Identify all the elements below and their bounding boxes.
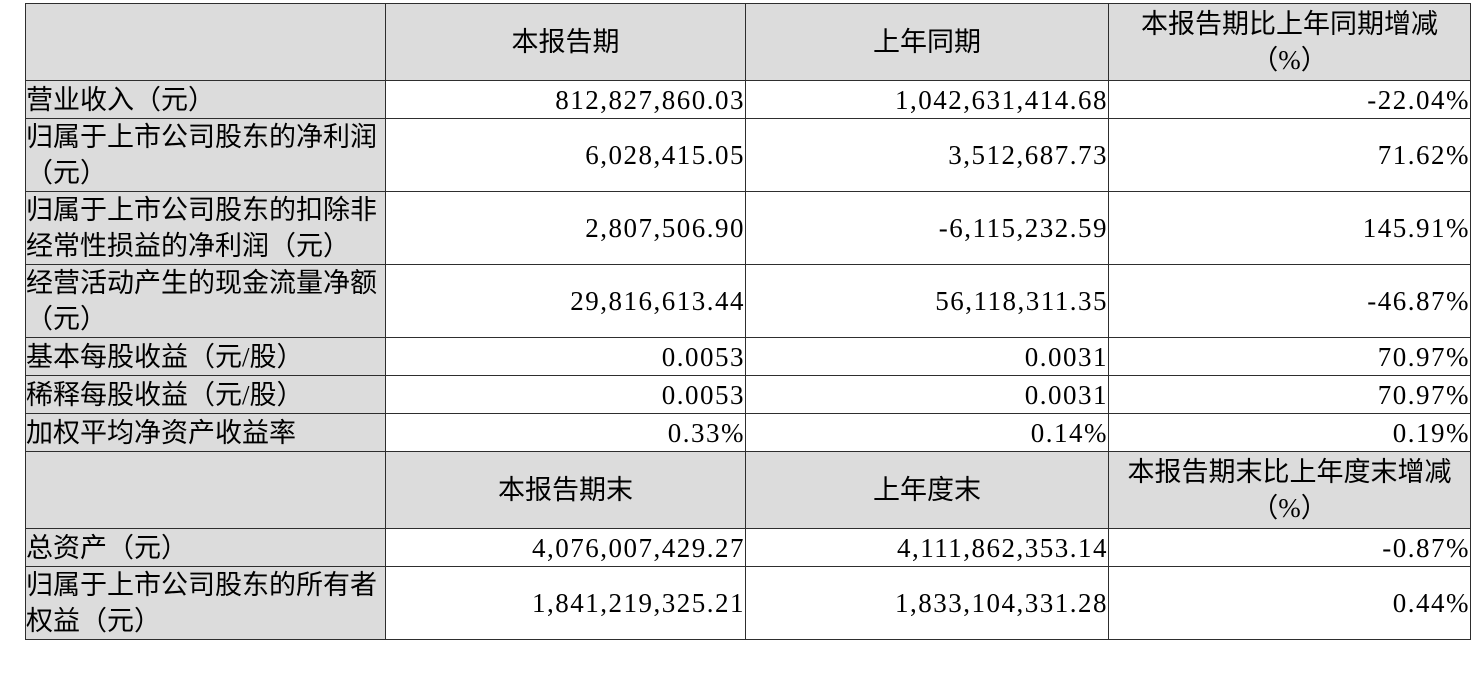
table-row-total-assets: 总资产（元） 4,076,007,429.27 4,111,862,353.14… bbox=[25, 528, 1471, 567]
col-header-change-pct: 本报告期末比上年度末增减 （%） bbox=[1108, 451, 1471, 529]
col-header-prior-period: 上年同期 bbox=[745, 3, 1109, 81]
section2-header-row: 本报告期末 上年度末 本报告期末比上年度末增减 （%） bbox=[25, 451, 1471, 529]
change-percent-value: 0.44% bbox=[1108, 566, 1471, 640]
prior-period-value: 3,512,687.73 bbox=[745, 118, 1109, 192]
row-label: 经营活动产生的现金流量净额（元） bbox=[25, 264, 386, 338]
row-label: 稀释每股收益（元/股） bbox=[25, 375, 386, 414]
prior-period-value: 0.14% bbox=[745, 413, 1109, 452]
col-header-current-period: 本报告期 bbox=[385, 3, 746, 81]
current-period-value: 4,076,007,429.27 bbox=[385, 528, 746, 567]
change-percent-value: 70.97% bbox=[1108, 375, 1471, 414]
prior-period-value: 0.0031 bbox=[745, 337, 1109, 376]
current-period-value: 0.0053 bbox=[385, 375, 746, 414]
current-period-value: 812,827,860.03 bbox=[385, 80, 746, 119]
section1-header-row: 本报告期 上年同期 本报告期比上年同期增减 （%） bbox=[25, 3, 1471, 81]
prior-period-value: -6,115,232.59 bbox=[745, 191, 1109, 265]
table-row-diluted-eps: 稀释每股收益（元/股） 0.0053 0.0031 70.97% bbox=[25, 375, 1471, 414]
table-row-weighted-avg-roe: 加权平均净资产收益率 0.33% 0.14% 0.19% bbox=[25, 413, 1471, 452]
col-header-change-line1: 本报告期末比上年度末增减 bbox=[1127, 457, 1452, 487]
row-label: 归属于上市公司股东的所有者权益（元） bbox=[25, 566, 386, 640]
row-label: 总资产（元） bbox=[25, 528, 386, 567]
col-header-prior-year-end: 上年度末 bbox=[745, 451, 1109, 529]
col-header-change-line2: （%） bbox=[1251, 45, 1328, 75]
col-header-period-end: 本报告期末 bbox=[385, 451, 746, 529]
current-period-value: 0.0053 bbox=[385, 337, 746, 376]
table-row-owners-equity: 归属于上市公司股东的所有者权益（元） 1,841,219,325.21 1,83… bbox=[25, 566, 1471, 640]
change-percent-value: 0.19% bbox=[1108, 413, 1471, 452]
col-header-change-line2: （%） bbox=[1251, 493, 1328, 523]
prior-period-value: 1,833,104,331.28 bbox=[745, 566, 1109, 640]
row-label: 归属于上市公司股东的净利润（元） bbox=[25, 118, 386, 192]
table-row-basic-eps: 基本每股收益（元/股） 0.0053 0.0031 70.97% bbox=[25, 337, 1471, 376]
table-row-operating-revenue: 营业收入（元） 812,827,860.03 1,042,631,414.68 … bbox=[25, 80, 1471, 119]
current-period-value: 0.33% bbox=[385, 413, 746, 452]
corner-empty-cell bbox=[25, 3, 386, 81]
corner-empty-cell bbox=[25, 451, 386, 529]
current-period-value: 6,028,415.05 bbox=[385, 118, 746, 192]
prior-period-value: 1,042,631,414.68 bbox=[745, 80, 1109, 119]
change-percent-value: 145.91% bbox=[1108, 191, 1471, 265]
row-label: 基本每股收益（元/股） bbox=[25, 337, 386, 376]
financial-summary-table: 本报告期 上年同期 本报告期比上年同期增减 （%） 营业收入（元） 812,82… bbox=[25, 3, 1471, 640]
change-percent-value: -0.87% bbox=[1108, 528, 1471, 567]
col-header-change-line1: 本报告期比上年同期增减 bbox=[1141, 9, 1438, 39]
table-row-net-profit-excl-nonrecurring: 归属于上市公司股东的扣除非经常性损益的净利润（元） 2,807,506.90 -… bbox=[25, 191, 1471, 265]
prior-period-value: 4,111,862,353.14 bbox=[745, 528, 1109, 567]
change-percent-value: 70.97% bbox=[1108, 337, 1471, 376]
change-percent-value: 71.62% bbox=[1108, 118, 1471, 192]
change-percent-value: -46.87% bbox=[1108, 264, 1471, 338]
table-row-net-profit: 归属于上市公司股东的净利润（元） 6,028,415.05 3,512,687.… bbox=[25, 118, 1471, 192]
change-percent-value: -22.04% bbox=[1108, 80, 1471, 119]
row-label: 归属于上市公司股东的扣除非经常性损益的净利润（元） bbox=[25, 191, 386, 265]
table-row-operating-cash-flow: 经营活动产生的现金流量净额（元） 29,816,613.44 56,118,31… bbox=[25, 264, 1471, 338]
current-period-value: 1,841,219,325.21 bbox=[385, 566, 746, 640]
row-label: 营业收入（元） bbox=[25, 80, 386, 119]
prior-period-value: 0.0031 bbox=[745, 375, 1109, 414]
col-header-change-pct: 本报告期比上年同期增减 （%） bbox=[1108, 3, 1471, 81]
row-label: 加权平均净资产收益率 bbox=[25, 413, 386, 452]
prior-period-value: 56,118,311.35 bbox=[745, 264, 1109, 338]
current-period-value: 2,807,506.90 bbox=[385, 191, 746, 265]
current-period-value: 29,816,613.44 bbox=[385, 264, 746, 338]
